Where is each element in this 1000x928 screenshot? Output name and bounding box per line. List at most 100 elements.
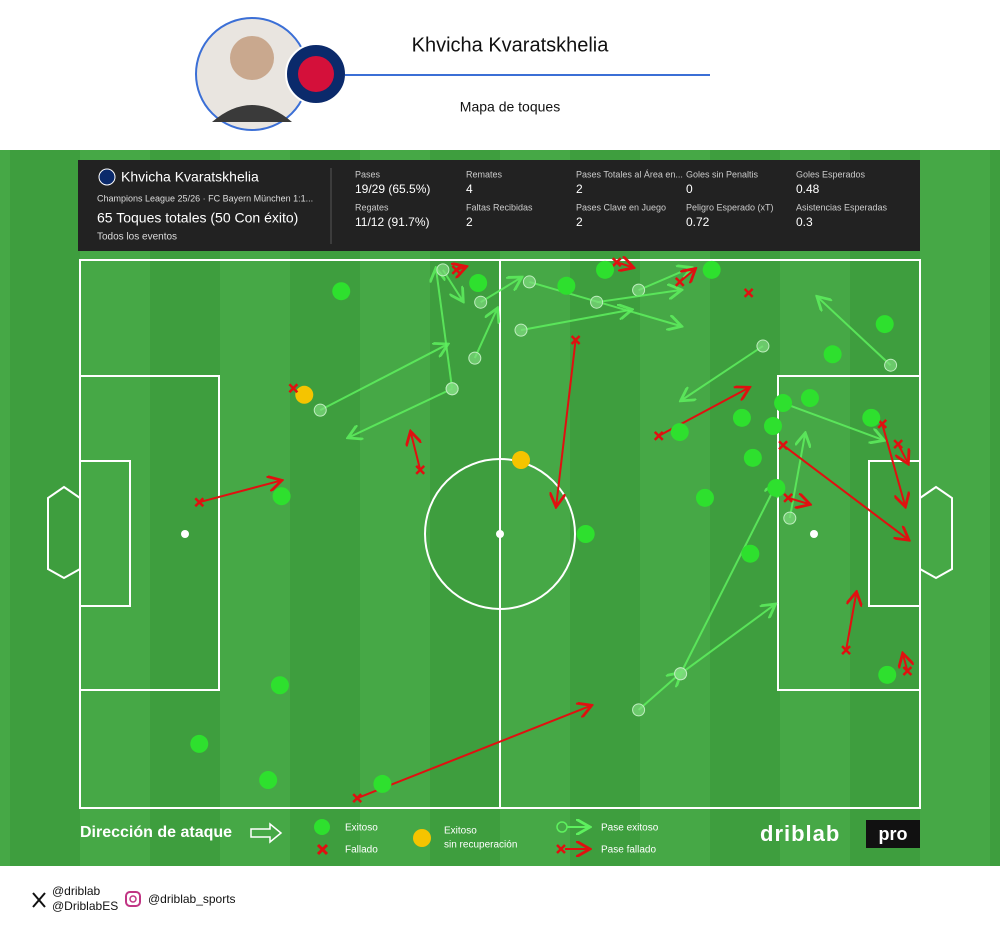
goal: [47, 485, 81, 580]
header: Khvicha Kvaratskhelia Mapa de toques: [195, 17, 710, 131]
pass-failed-start: [352, 793, 363, 804]
brand-tier: pro: [879, 824, 908, 844]
goal-area: [868, 460, 921, 607]
touch-success: [702, 260, 721, 279]
legend-label: Pase fallado: [601, 845, 656, 856]
panel-match: Champions League 25/26 · FC Bayern Münch…: [97, 193, 313, 203]
panel-player: Khvicha Kvaratskhelia: [121, 169, 259, 185]
stat-label: Pases Clave en Juego: [576, 202, 666, 212]
pass-start: [632, 703, 646, 717]
touch-success: [373, 774, 392, 793]
brand-tag: [866, 820, 920, 848]
stats: Pases 19/29 (65.5%) Regates 11/12 (91.7%) Re…: [355, 169, 888, 229]
pass-success: [436, 270, 454, 389]
club-badge-inner: [298, 56, 334, 92]
touch-success: [743, 448, 762, 467]
center-circle: [424, 458, 576, 610]
touch-success: [695, 488, 714, 507]
legend-label: Pase exitoso: [601, 823, 659, 834]
pass-failed-start: [653, 431, 664, 441]
pass-success: [350, 387, 453, 437]
stat-label: Goles Esperados: [796, 169, 866, 179]
x-handle: @driblab: [52, 884, 101, 898]
pass-start: [590, 295, 604, 309]
pass-failed-start: [451, 264, 462, 275]
touch-failed: [288, 383, 299, 394]
touch-success: [767, 478, 786, 497]
touch-no-recovery: [512, 451, 530, 470]
pass-start: [474, 295, 488, 309]
touch-success: [862, 408, 881, 427]
stat-label: Peligro Esperado (xT): [686, 202, 774, 212]
pass-failed: [903, 655, 907, 672]
pass-success: [319, 345, 446, 412]
direction-arrow: [250, 822, 283, 844]
panel-total: 65 Toques totales (50 Con éxito): [97, 210, 298, 226]
pass-failed: [199, 481, 280, 504]
pass-start: [468, 351, 482, 365]
instagram-icon: [125, 891, 141, 907]
pass-success: [473, 310, 497, 359]
touch-success: [764, 417, 782, 436]
touch-success: [469, 274, 488, 293]
pass-success: [520, 310, 630, 332]
stat-label: Remates: [466, 169, 503, 179]
pass-success: [529, 280, 679, 326]
pass-failed: [411, 433, 420, 471]
legend-label: Fallado: [345, 845, 378, 856]
pass-start: [522, 275, 536, 289]
events: [190, 257, 911, 804]
pass-success: [680, 605, 774, 675]
pass-failed-start: [893, 439, 904, 450]
pass-start: [632, 283, 646, 297]
legend-direction: Dirección de ataque: [80, 824, 232, 841]
stat-label: Faltas Recibidas: [466, 202, 533, 212]
stat-value: 0.3: [796, 215, 813, 229]
pass-success: [637, 674, 680, 711]
touch-success: [732, 408, 751, 427]
stat-label: Asistencias Esperadas: [796, 202, 888, 212]
pass-failed: [556, 339, 577, 505]
legend-cross: [316, 843, 329, 856]
stat-label: Pases: [355, 169, 381, 179]
pass-start: [756, 339, 770, 353]
pass-failed-start: [778, 440, 788, 451]
touch-success: [259, 771, 278, 790]
pass-failed-start: [611, 257, 622, 268]
pass-start: [514, 323, 528, 337]
stat-value: 11/12 (91.7%): [355, 215, 430, 229]
x-icon: [32, 892, 46, 908]
pass-success: [782, 402, 882, 440]
stat-label: Goles sin Penaltis: [686, 169, 759, 179]
pass-failed: [356, 706, 590, 800]
pass-start: [313, 403, 327, 417]
stat-value: 2: [466, 215, 473, 229]
goal: [919, 485, 953, 580]
touch-success: [270, 676, 289, 695]
stat-value: 0.72: [686, 215, 710, 229]
pass-failed-start: [194, 497, 205, 508]
pass-start: [674, 667, 688, 681]
stat-value: 0.48: [796, 182, 820, 196]
pass-start: [884, 358, 898, 372]
stat-value: 0: [686, 182, 693, 196]
touch-success: [823, 345, 842, 364]
touch-success: [774, 394, 793, 413]
pass-success: [679, 484, 777, 675]
pass-failed: [881, 423, 905, 505]
penalty-spot: [810, 530, 818, 538]
pass-start: [436, 263, 450, 277]
legend-label: sin recuperación: [444, 840, 517, 851]
touch-success: [878, 665, 897, 684]
pass-failed-start: [570, 335, 581, 345]
touch-success: [190, 734, 209, 753]
pass-success: [818, 298, 892, 366]
center-spot: [496, 530, 504, 538]
legend-label: Exitoso: [444, 826, 477, 837]
touch-no-recovery: [295, 385, 314, 404]
touch-success: [557, 276, 576, 295]
pass-failed: [787, 498, 808, 504]
stat-label: Regates: [355, 202, 389, 212]
stat-label: Pases Totales al Área en...: [576, 169, 683, 179]
